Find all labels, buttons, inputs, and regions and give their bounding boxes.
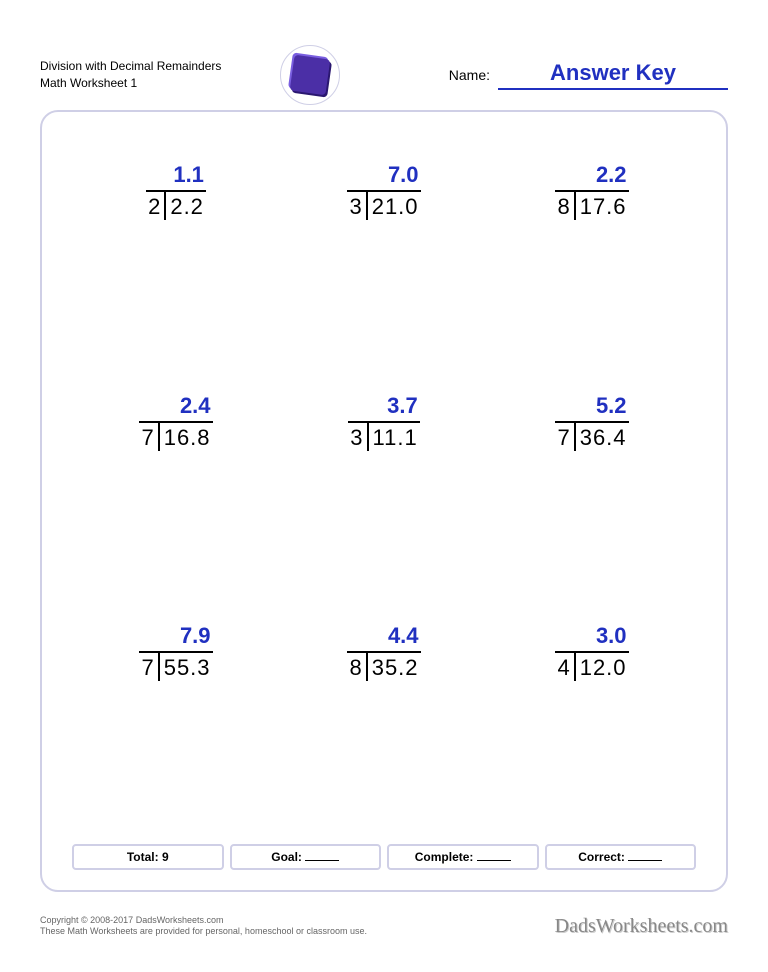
division-problem: 3.0412.0	[555, 623, 628, 681]
division-problem: 2.4716.8	[139, 393, 212, 451]
division-expression: 736.4	[555, 423, 628, 451]
name-label: Name:	[449, 67, 490, 83]
division-expression: 716.8	[139, 423, 212, 451]
answer-value: 4.4	[347, 623, 420, 653]
dividend-value: 16.8	[160, 423, 213, 451]
header: Division with Decimal Remainders Math Wo…	[40, 40, 728, 110]
dividend-value: 2.2	[166, 192, 206, 220]
divisor-value: 7	[139, 423, 159, 451]
answer-value: 7.9	[139, 623, 212, 653]
problem-grid: 1.122.27.0321.02.2817.62.4716.83.7311.15…	[72, 142, 696, 834]
footer-brand: DadsWorksheets.com	[555, 915, 728, 938]
division-problem: 3.7311.1	[348, 393, 419, 451]
division-problem: 5.2736.4	[555, 393, 628, 451]
divisor-value: 7	[555, 423, 575, 451]
worksheet-frame: 1.122.27.0321.02.2817.62.4716.83.7311.15…	[40, 110, 728, 892]
answer-value: 3.7	[348, 393, 419, 423]
stat-goal: Goal:	[230, 844, 382, 870]
dividend-value: 11.1	[369, 423, 420, 451]
title-line-2: Math Worksheet 1	[40, 75, 270, 92]
divisor-value: 7	[139, 653, 159, 681]
footer: Copyright © 2008-2017 DadsWorksheets.com…	[40, 915, 728, 938]
logo-wrap	[270, 45, 350, 105]
division-expression: 22.2	[146, 192, 206, 220]
divisor-value: 8	[555, 192, 575, 220]
dividend-value: 55.3	[160, 653, 213, 681]
division-problem: 7.0321.0	[347, 162, 420, 220]
answer-value: 2.2	[555, 162, 628, 192]
division-problem: 7.9755.3	[139, 623, 212, 681]
title-block: Division with Decimal Remainders Math Wo…	[40, 58, 270, 92]
dividend-value: 17.6	[576, 192, 629, 220]
division-expression: 311.1	[348, 423, 419, 451]
answer-value: 2.4	[139, 393, 212, 423]
stat-correct: Correct:	[545, 844, 697, 870]
stat-total: Total: 9	[72, 844, 224, 870]
divisor-value: 8	[347, 653, 367, 681]
dividend-value: 12.0	[576, 653, 629, 681]
division-expression: 321.0	[347, 192, 420, 220]
division-expression: 755.3	[139, 653, 212, 681]
answer-value: 7.0	[347, 162, 420, 192]
logo-cube-icon	[290, 55, 331, 96]
answer-value: 5.2	[555, 393, 628, 423]
division-problem: 1.122.2	[146, 162, 206, 220]
worksheet-page: Division with Decimal Remainders Math Wo…	[40, 40, 728, 952]
goal-blank	[305, 860, 339, 861]
dividend-value: 21.0	[368, 192, 421, 220]
dividend-value: 36.4	[576, 423, 629, 451]
divisor-value: 2	[146, 192, 166, 220]
title-line-1: Division with Decimal Remainders	[40, 58, 270, 75]
divisor-value: 3	[348, 423, 368, 451]
correct-blank	[628, 860, 662, 861]
division-expression: 412.0	[555, 653, 628, 681]
division-problem: 4.4835.2	[347, 623, 420, 681]
name-value: Answer Key	[498, 60, 728, 90]
footer-left: Copyright © 2008-2017 DadsWorksheets.com…	[40, 915, 367, 938]
divisor-value: 3	[347, 192, 367, 220]
division-problem: 2.2817.6	[555, 162, 628, 220]
logo-circle-icon	[280, 45, 340, 105]
copyright-text: Copyright © 2008-2017 DadsWorksheets.com	[40, 915, 367, 927]
division-expression: 817.6	[555, 192, 628, 220]
stats-row: Total: 9 Goal: Complete: Correct:	[72, 844, 696, 870]
footer-note: These Math Worksheets are provided for p…	[40, 926, 367, 938]
answer-value: 1.1	[146, 162, 206, 192]
complete-blank	[477, 860, 511, 861]
divisor-value: 4	[555, 653, 575, 681]
stat-complete: Complete:	[387, 844, 539, 870]
dividend-value: 35.2	[368, 653, 421, 681]
name-field: Name: Answer Key	[350, 60, 728, 90]
division-expression: 835.2	[347, 653, 420, 681]
answer-value: 3.0	[555, 623, 628, 653]
